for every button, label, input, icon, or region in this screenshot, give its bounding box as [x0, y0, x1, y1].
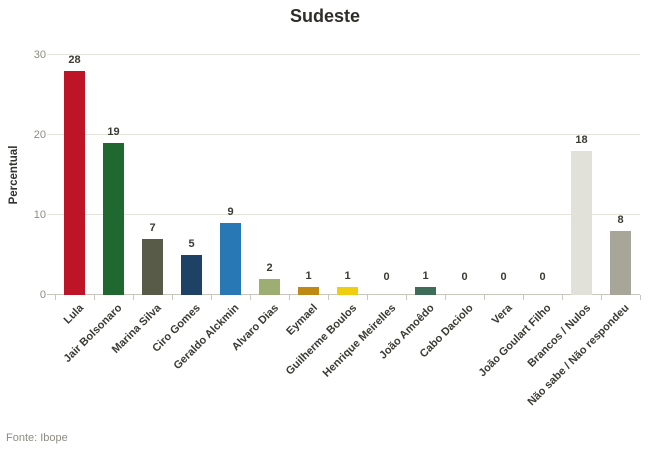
bar-value-label-n-o-sabe-n-o-respondeu: 8 [617, 214, 624, 226]
chart-title: Sudeste [289, 6, 361, 26]
bar-value-label-jo-o-amo-do: 1 [422, 270, 429, 282]
bar-marina-silva [142, 239, 163, 295]
bar-brancos-nulos [571, 151, 592, 295]
x-tick-mark [171, 295, 173, 300]
x-category-label-eymael: Eymael [284, 302, 320, 338]
y-tick-label-30: 30 [33, 49, 46, 61]
bar-alvaro-dias [259, 279, 280, 295]
bar-value-label-henrique-meirelles: 0 [383, 271, 390, 283]
x-tick-mark [54, 295, 56, 300]
bar-geraldo-alckmin [220, 223, 241, 295]
x-tick-mark [561, 295, 563, 300]
gridline-30 [47, 54, 640, 55]
bar-value-label-eymael: 1 [305, 270, 312, 282]
bar-value-label-vera: 0 [500, 271, 507, 283]
x-category-label-guilherme-boulos: Guilherme Boulos [283, 302, 359, 378]
plot-area: 0 10 20 30 28 Lula 19 Jair Bolsonaro 7 Marina Sil… [34, 49, 641, 408]
bar-value-label-jair-bolsonaro: 19 [107, 126, 120, 138]
x-tick-mark [639, 295, 641, 300]
x-category-label-jo-o-goulart-filho: João Goulart Filho [476, 302, 554, 380]
gridline-10 [47, 214, 640, 215]
bar-jair-bolsonaro [103, 143, 124, 295]
y-tick-label-10: 10 [33, 209, 46, 221]
y-tick-label-0: 0 [39, 289, 46, 301]
x-tick-mark [483, 295, 485, 300]
bar-value-label-alvaro-dias: 2 [266, 262, 273, 274]
x-tick-mark [288, 295, 290, 300]
x-category-label-lula: Lula [61, 302, 86, 327]
bar-guilherme-boulos [337, 287, 358, 295]
bar-eymael [298, 287, 319, 295]
x-category-label-vera: Vera [490, 302, 515, 327]
x-tick-mark [600, 295, 602, 300]
x-tick-mark [210, 295, 212, 300]
bar-n-o-sabe-n-o-respondeu [610, 231, 631, 295]
x-tick-mark [327, 295, 329, 300]
y-tick-label-20: 20 [33, 129, 46, 141]
bar-jo-o-amo-do [415, 287, 436, 295]
x-tick-mark [366, 295, 368, 300]
bar-value-label-marina-silva: 7 [149, 222, 156, 234]
source-note: Fonte: Ibope [6, 432, 68, 444]
x-tick-mark [132, 295, 134, 300]
x-tick-mark [249, 295, 251, 300]
bar-value-label-guilherme-boulos: 1 [344, 270, 351, 282]
bar-value-label-brancos-nulos: 18 [575, 134, 588, 146]
bar-value-label-lula: 28 [68, 54, 81, 66]
y-axis-title: Percentual [8, 145, 20, 205]
bar-ciro-gomes [181, 255, 202, 295]
x-tick-mark [93, 295, 95, 300]
bar-value-label-ciro-gomes: 5 [188, 238, 195, 250]
bar-lula [64, 71, 85, 295]
bar-value-label-geraldo-alckmin: 9 [227, 206, 234, 218]
bar-value-label-jo-o-goulart-filho: 0 [539, 271, 546, 283]
bar-value-label-cabo-daciolo: 0 [461, 271, 468, 283]
x-tick-mark [522, 295, 524, 300]
x-category-label-henrique-meirelles: Henrique Meirelles [320, 302, 398, 380]
gridline-20 [47, 134, 640, 135]
x-tick-mark [405, 295, 407, 300]
x-tick-mark [444, 295, 446, 300]
